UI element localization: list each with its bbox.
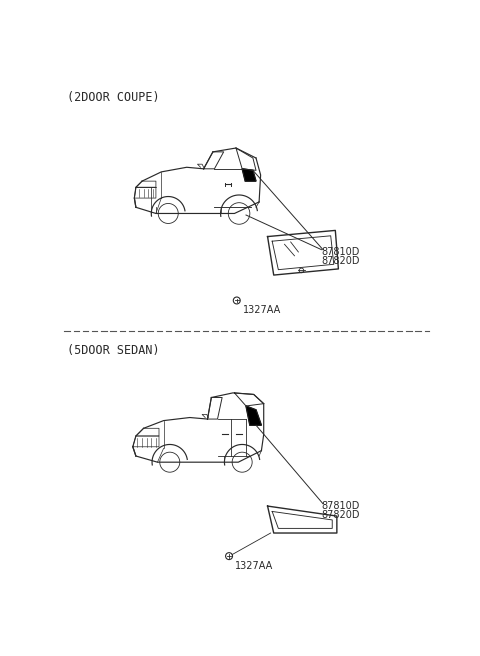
Polygon shape [242, 169, 256, 181]
Text: 1327AA: 1327AA [235, 561, 274, 571]
Text: 87810D: 87810D [322, 501, 360, 510]
Text: 87810D: 87810D [322, 247, 360, 256]
Text: (2DOOR COUPE): (2DOOR COUPE) [67, 91, 160, 104]
Text: 87820D: 87820D [322, 510, 360, 520]
Text: 87820D: 87820D [322, 256, 360, 266]
Text: (5DOOR SEDAN): (5DOOR SEDAN) [67, 344, 160, 357]
Text: 1327AA: 1327AA [243, 305, 281, 315]
Polygon shape [246, 406, 262, 425]
